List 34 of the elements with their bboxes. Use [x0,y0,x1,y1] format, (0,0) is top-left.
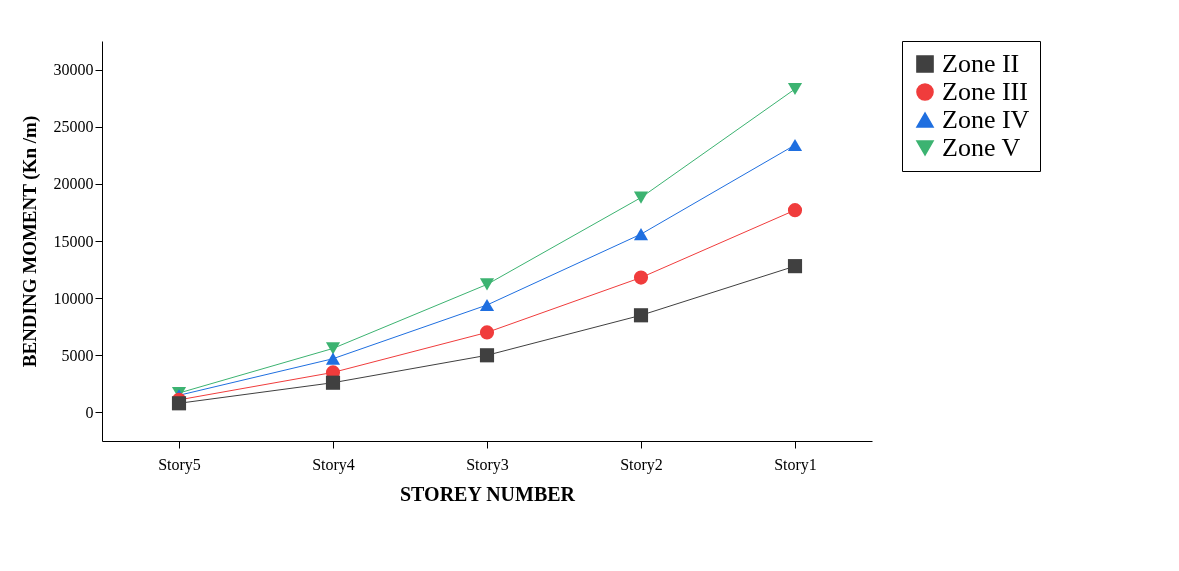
x-tick-label: Story2 [620,455,663,474]
x-axis-title: STOREY NUMBER [399,482,576,505]
y-tick-label: 30000 [53,61,94,79]
point [479,278,495,291]
point [787,82,803,96]
point [787,259,803,274]
legend-label: Zone IV [942,105,1030,134]
x-tick-label: Story3 [466,455,509,474]
legend-label: Zone V [942,133,1021,162]
y-tick-label: 20000 [53,175,94,193]
x-tick-label: Story5 [158,455,201,474]
point [479,298,495,312]
legend-label: Zone III [942,77,1028,106]
point [479,348,495,363]
point [787,203,803,218]
point [633,228,649,241]
point [633,191,649,204]
y-tick-label: 10000 [53,289,94,307]
x-tick-label: Story4 [312,455,355,474]
y-tick-label: 5000 [61,346,94,364]
y-tick-label: 25000 [53,118,94,136]
y-tick-label: 15000 [53,232,94,250]
x-tick-label: Story1 [774,455,817,474]
point [171,396,187,411]
point [325,342,341,355]
point [787,138,803,152]
point [325,375,341,390]
y-tick-label: 0 [85,403,94,421]
point [633,270,649,285]
legend-label: Zone II [942,49,1020,78]
point [633,308,649,323]
y-axis-title: BENDING MOMENT (Kn /m) [18,115,41,368]
point [325,352,341,365]
point [479,325,495,340]
